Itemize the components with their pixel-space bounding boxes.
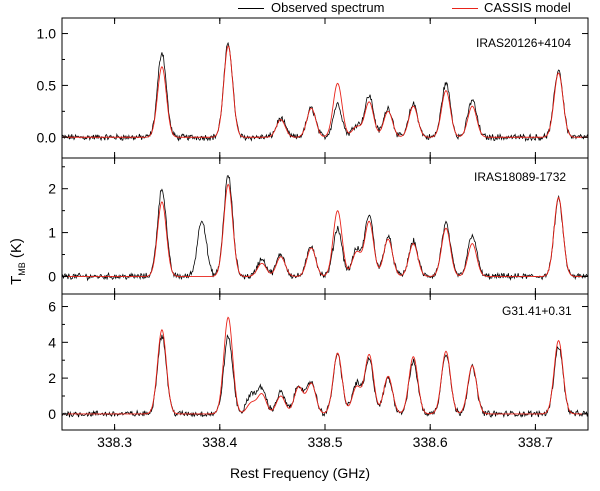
x-tick-label: 338.6 (413, 434, 448, 450)
y-tick-label: 0.5 (37, 77, 57, 93)
model-spectrum-line (62, 183, 588, 277)
x-axis-label: Rest Frequency (GHz) (229, 465, 371, 481)
x-tick-label: 338.7 (518, 434, 553, 450)
y-tick-label: 0 (48, 406, 56, 422)
panel-label-iras18089: IRAS18089-1732 (474, 170, 567, 184)
legend-line-observed (238, 8, 264, 10)
y-tick-label: 0.0 (37, 129, 57, 145)
legend-label-model: CASSIS model (484, 0, 571, 15)
panel-label-iras20126: IRAS20126+4104 (476, 36, 572, 50)
observed-spectrum-line (61, 334, 589, 418)
x-tick-label: 338.5 (307, 434, 342, 450)
y-tick-label: 0 (48, 268, 56, 284)
y-tick-label: 2 (48, 181, 56, 197)
y-axis-label: TMB (K) (8, 238, 27, 285)
y-tick-label: 1 (48, 225, 56, 241)
model-spectrum-line (62, 45, 588, 138)
y-axis-label-main: T (7, 275, 25, 285)
y-axis-label-sub: MB (16, 262, 27, 276)
observed-spectrum-line (61, 175, 589, 282)
y-tick-label: 6 (48, 299, 56, 315)
y-tick-label: 1.0 (37, 26, 57, 42)
legend-label-observed: Observed spectrum (271, 0, 385, 15)
panel-label-g3141: G31.41+0.31 (502, 304, 572, 318)
x-tick-label: 338.3 (97, 434, 132, 450)
y-axis-label-unit: (K) (7, 238, 25, 259)
y-tick-label: 2 (48, 370, 56, 386)
observed-spectrum-line (61, 41, 589, 143)
x-tick-label: 338.4 (202, 434, 237, 450)
legend-line-model (452, 8, 478, 10)
y-tick-label: 4 (48, 334, 56, 350)
model-spectrum-line (62, 316, 588, 415)
